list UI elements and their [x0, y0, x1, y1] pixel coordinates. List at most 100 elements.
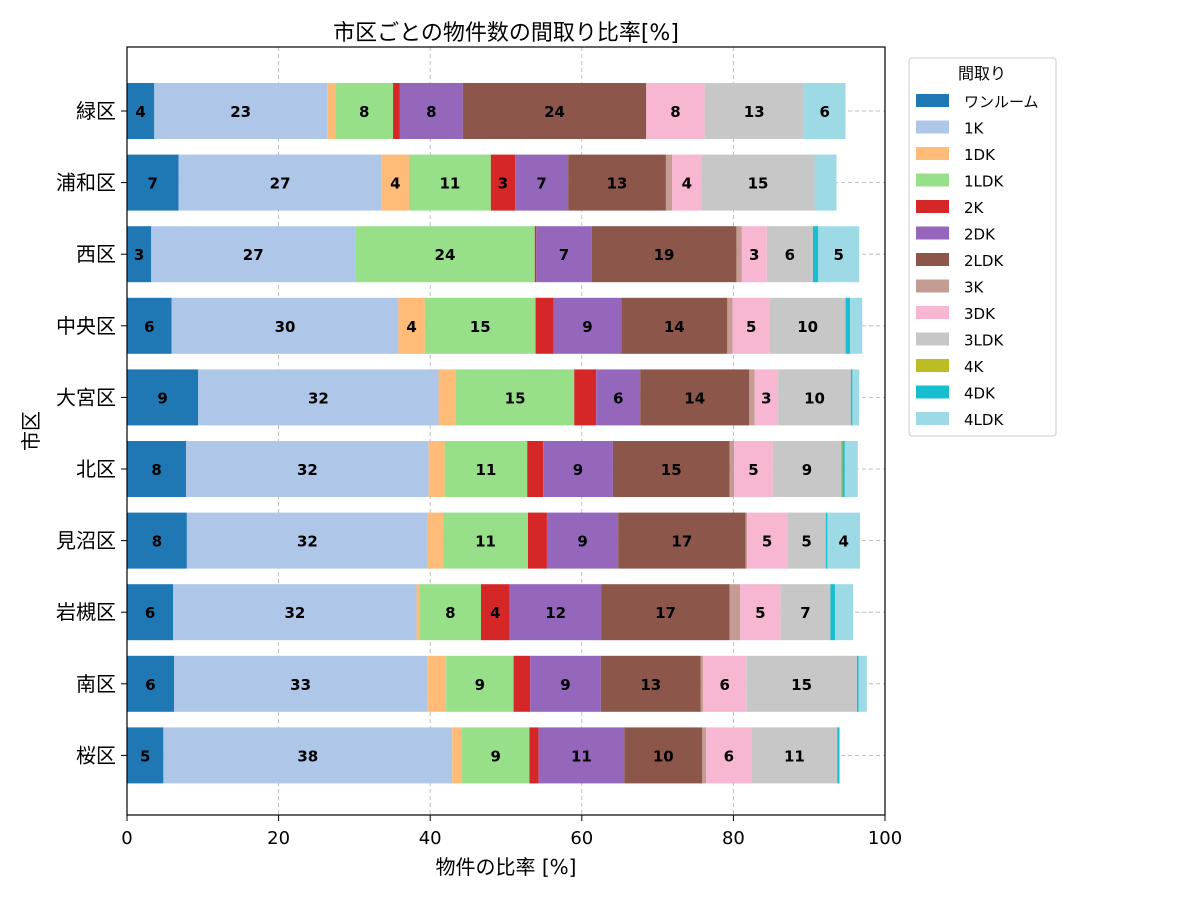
data-label: 3	[761, 389, 771, 407]
bar-segment	[127, 655, 174, 712]
bar-segment	[455, 369, 575, 426]
bars	[127, 83, 867, 784]
data-label: 5	[834, 246, 844, 264]
bar-segment	[173, 584, 417, 641]
data-label: 10	[804, 389, 825, 407]
data-label: 10	[653, 747, 674, 765]
bar-segment	[704, 83, 804, 139]
bar-segment	[746, 655, 857, 712]
x-tick-label: 100	[868, 828, 902, 849]
data-label: 8	[152, 533, 162, 551]
bar-segment	[830, 584, 835, 641]
bar-segment	[706, 727, 752, 784]
bar-segment	[393, 83, 400, 139]
data-label: 23	[230, 103, 251, 121]
data-label: 32	[284, 604, 305, 622]
bar-segment	[812, 226, 819, 283]
bar-segment	[536, 226, 592, 283]
data-label: 15	[505, 389, 526, 407]
legend-swatch	[916, 200, 949, 213]
data-label: 4	[682, 175, 692, 193]
bar-segment	[127, 154, 179, 211]
bar-segment	[778, 369, 851, 426]
y-tick-label: 岩槻区	[56, 600, 116, 624]
bar-segment	[780, 584, 831, 641]
bar-segment	[834, 584, 854, 641]
bar-segment	[672, 154, 702, 211]
legend-swatch	[916, 359, 949, 372]
bar-segment	[424, 297, 536, 354]
bar-segment	[591, 226, 737, 283]
bar-segment	[749, 369, 755, 426]
y-tick-label: 見沼区	[56, 529, 116, 553]
data-label: 5	[755, 604, 765, 622]
bar-segment	[127, 297, 172, 354]
bar-segment	[850, 297, 863, 354]
legend-label: 1DK	[964, 146, 996, 164]
data-label: 24	[544, 103, 565, 121]
data-label: 3	[749, 246, 759, 264]
bar-segment	[446, 655, 514, 712]
data-label: 4	[490, 604, 500, 622]
bar-segment	[419, 584, 481, 641]
bar-segment	[198, 369, 439, 426]
bar-segment	[745, 512, 748, 569]
x-tick-label: 20	[267, 828, 290, 849]
data-label: 6	[145, 604, 155, 622]
data-label: 8	[151, 461, 161, 479]
x-axis-ticks: 0 20 40 60 80 100	[121, 815, 902, 849]
legend-box	[908, 57, 1057, 437]
data-label: 17	[655, 604, 676, 622]
bar-segment	[703, 655, 747, 712]
data-label: 4	[838, 533, 848, 551]
bar-segment	[535, 297, 554, 354]
data-label: 15	[470, 318, 491, 336]
bar-segment	[596, 369, 641, 426]
data-label: 9	[573, 461, 583, 479]
legend-label: 2DK	[964, 226, 996, 244]
bar-segment	[852, 369, 860, 426]
data-label: 11	[439, 175, 460, 193]
bar-segment	[751, 727, 838, 784]
legend-items: ワンルーム 1K 1DK 1LDK 2K 2DK 2LDK 3K 3DK 3LDK 4K 4DK 4LD…	[916, 93, 1039, 429]
data-label: 11	[475, 461, 496, 479]
data-label: 13	[640, 676, 661, 694]
x-tick-label: 0	[121, 828, 132, 849]
data-label: 15	[791, 676, 812, 694]
bar-segment	[527, 441, 544, 497]
bar-segment	[515, 154, 569, 211]
bar-segment	[444, 441, 528, 497]
legend-label: 3K	[964, 279, 985, 297]
data-label: 9	[577, 533, 587, 551]
legend-swatch	[916, 226, 949, 240]
bar-segment	[428, 441, 445, 497]
data-label: 8	[426, 103, 436, 121]
bar-segment	[741, 226, 767, 283]
data-label: 8	[359, 103, 369, 121]
bar-segment	[856, 655, 859, 712]
legend-label: 1K	[964, 120, 985, 138]
data-label: 24	[435, 246, 456, 264]
data-label: 14	[664, 318, 685, 336]
data-label: 10	[797, 318, 818, 336]
y-axis-title: 市区	[19, 411, 43, 451]
data-label: 15	[748, 175, 769, 193]
bar-segment	[729, 441, 735, 497]
bar-segment	[178, 154, 382, 211]
bar-segment	[186, 441, 429, 497]
bar-segment	[769, 297, 846, 354]
bar-segment	[408, 154, 491, 211]
legend-swatch	[916, 253, 949, 266]
x-tick-label: 60	[570, 828, 593, 849]
data-label: 5	[140, 747, 150, 765]
bar-segment	[154, 83, 328, 139]
bar-segment	[754, 369, 779, 426]
data-label: 6	[719, 676, 729, 694]
bar-segment	[538, 727, 625, 784]
bar-segment	[747, 512, 788, 569]
bar-segment	[546, 512, 619, 569]
plot-frame	[126, 46, 886, 816]
data-label: 6	[145, 676, 155, 694]
